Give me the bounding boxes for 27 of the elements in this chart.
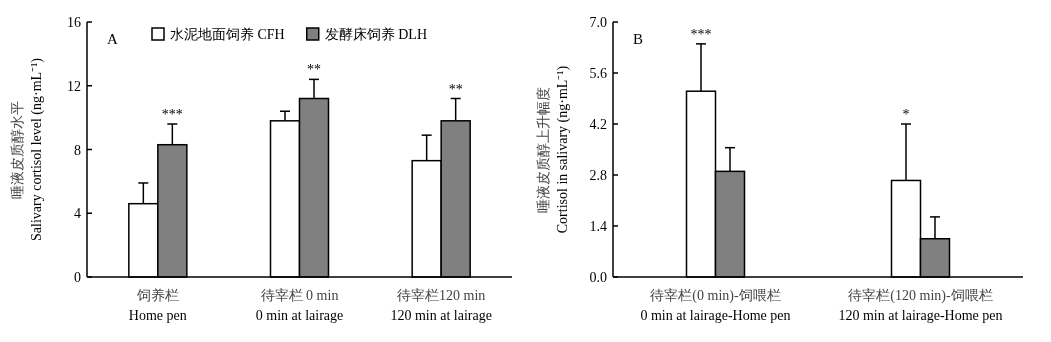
text: B <box>633 31 644 47</box>
x-tick-label: 待宰栏(120 min)-饲喂栏 120 min at lairage-Home pen <box>838 288 1003 323</box>
annotation: * <box>902 107 910 122</box>
y-tick-label: 7.0 <box>589 15 607 30</box>
y-tick-label: 2.8 <box>589 168 607 183</box>
y-tick-label: 0 <box>74 270 81 285</box>
y-axis-title: 唾液皮质醇上升幅度 Cortisol in salivary (ng·mL⁻¹) <box>536 65 571 234</box>
legend-label: 发酵床饲养 DLH <box>324 27 428 42</box>
y-tick-label: 1.4 <box>589 219 607 234</box>
y-tick-label: 16 <box>67 15 81 30</box>
y-tick-label: 8 <box>74 142 81 158</box>
annotation: ** <box>448 81 463 97</box>
x-tick-label: 待宰栏(0 min)-饲喂栏 0 min at lairage-Home pen <box>640 288 791 323</box>
text: A <box>107 31 118 47</box>
annotation: *** <box>161 107 183 122</box>
legend-label: 水泥地面饲养 CFH <box>170 27 285 42</box>
x-tick-label: 待宰栏 0 min 0 min at lairage <box>255 288 344 323</box>
annotation: *** <box>690 26 712 42</box>
y-tick-label: 4.2 <box>589 117 607 132</box>
y-tick-label: 12 <box>67 78 81 94</box>
x-tick-label: 饲养栏 Home pen <box>128 288 187 323</box>
x-tick-label: 待宰栏120 min 120 min at lairage <box>390 288 492 323</box>
y-tick-label: 5.6 <box>589 66 607 81</box>
y-tick-label: 4 <box>74 206 81 222</box>
annotation: ** <box>307 62 321 78</box>
y-tick-label: 0.0 <box>589 270 607 285</box>
y-axis-title: 唾液皮质醇水平 Salivary cortisol level (ng·mL⁻¹) <box>10 57 45 241</box>
